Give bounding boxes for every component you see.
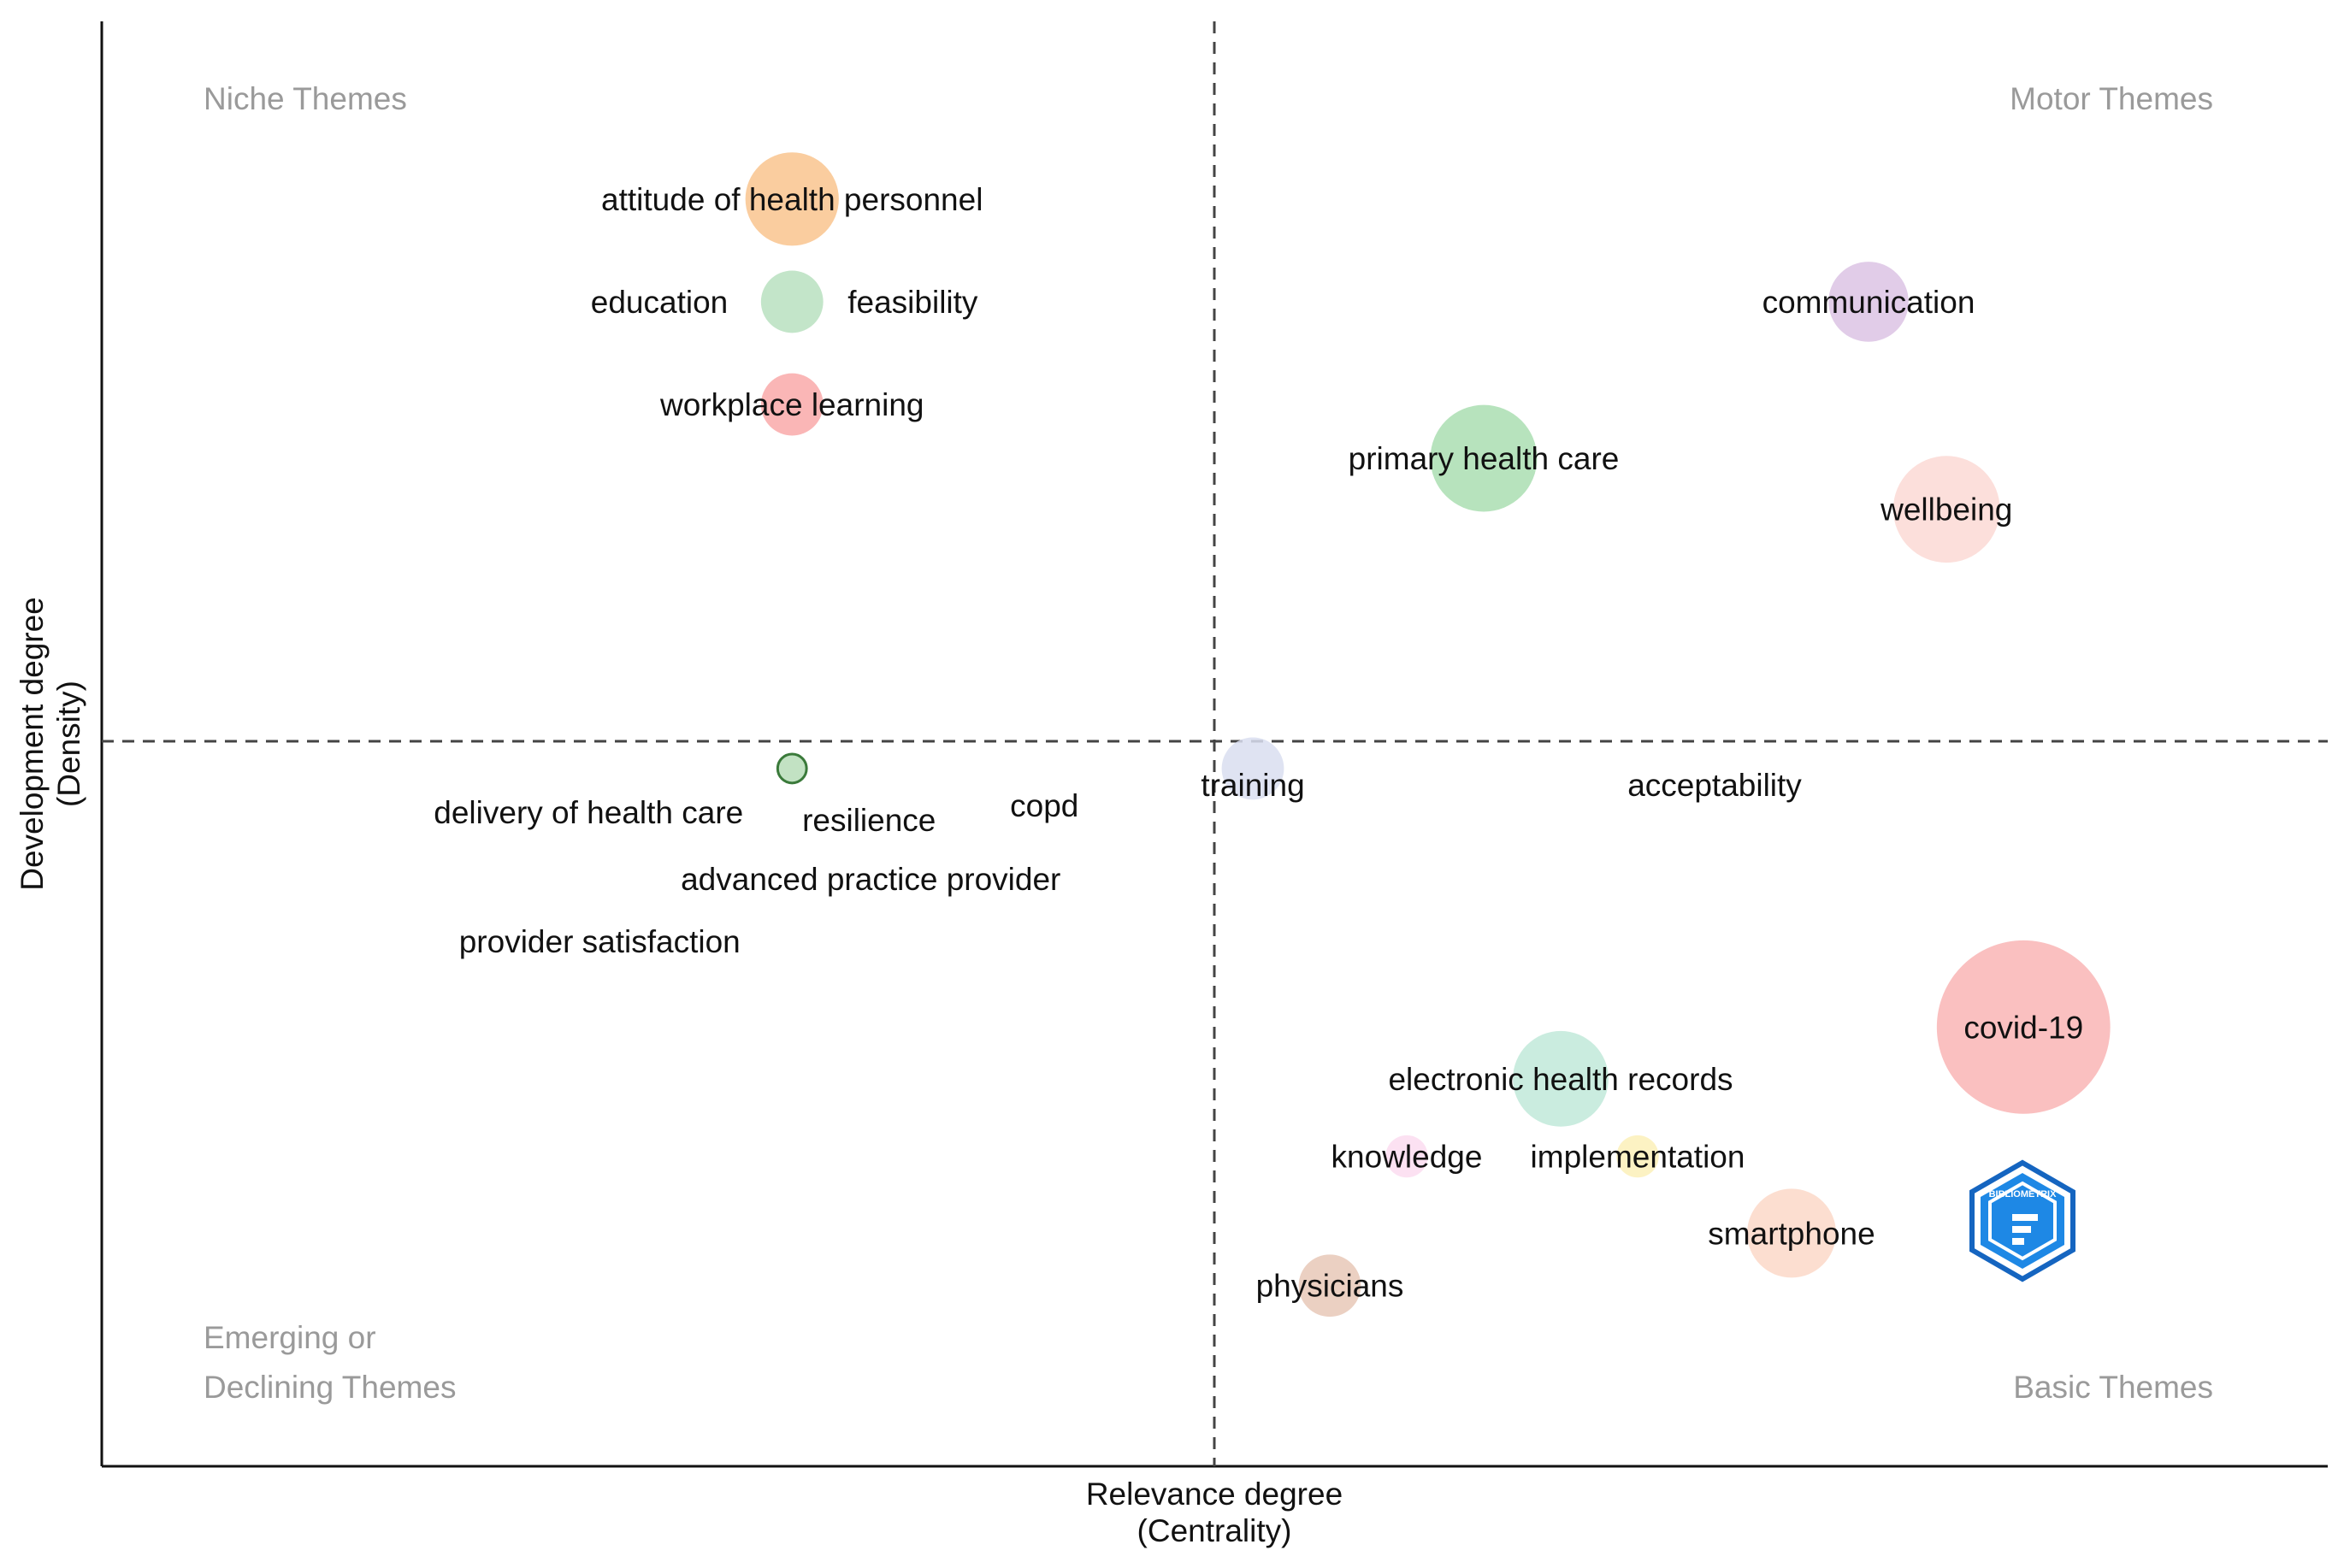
theme-bubbles <box>745 152 2111 1317</box>
theme-label: training <box>1201 768 1304 803</box>
theme-label: wellbeing <box>1880 492 2012 528</box>
theme-label: electronic health records <box>1388 1062 1733 1097</box>
theme-bubble <box>1221 737 1284 800</box>
x-axis-title-line2: (Centrality) <box>1137 1513 1292 1548</box>
quadrant-label-niche: Niche Themes <box>204 81 407 116</box>
theme-label: attitude of health personnel <box>601 182 983 217</box>
theme-label: resilience <box>802 803 936 838</box>
theme-label: primary health care <box>1349 441 1620 476</box>
theme-bubble <box>760 270 824 333</box>
theme-bubble <box>745 152 839 246</box>
y-axis-title-line2: (Density) <box>51 681 86 807</box>
theme-label: smartphone <box>1708 1216 1875 1251</box>
theme-bubble <box>1747 1188 1836 1278</box>
x-axis-title-line1: Relevance degree <box>1086 1477 1343 1512</box>
theme-bubble <box>1430 404 1538 512</box>
theme-labels: attitude of health personnel education fea… <box>434 182 2083 1304</box>
theme-bubble <box>1936 940 2111 1114</box>
theme-bubble <box>776 752 808 785</box>
theme-bubble <box>1513 1030 1609 1127</box>
theme-label: delivery of health care <box>434 795 743 830</box>
theme-label: communication <box>1762 285 1975 320</box>
theme-label: feasibility <box>847 285 978 320</box>
bibliometrix-logo: BIBLIOMETRIX <box>1969 1159 2075 1282</box>
quadrant-label-emerging-line1: Emerging or <box>204 1320 376 1355</box>
theme-label: provider satisfaction <box>459 924 741 959</box>
theme-bubble <box>1616 1135 1659 1178</box>
theme-bubble <box>1828 262 1909 342</box>
theme-label: physicians <box>1256 1269 1404 1304</box>
theme-bubble <box>760 373 824 436</box>
bibliometrix-logo-text: BIBLIOMETRIX <box>1989 1189 2057 1200</box>
theme-label: acceptability <box>1627 768 1802 803</box>
theme-bubble <box>1385 1135 1428 1178</box>
quadrant-label-motor: Motor Themes <box>2010 81 2213 116</box>
theme-label: knowledge <box>1331 1140 1483 1175</box>
theme-label: copd <box>1010 788 1078 823</box>
theme-label: education <box>591 285 728 320</box>
quadrant-label-emerging-line2: Declining Themes <box>204 1370 456 1405</box>
theme-label: implementation <box>1531 1140 1745 1175</box>
quadrant-label-basic: Basic Themes <box>2013 1370 2213 1405</box>
theme-label: covid-19 <box>1963 1010 2083 1045</box>
y-axis-title-line1: Development degree <box>15 597 50 891</box>
theme-bubble <box>1892 456 2000 563</box>
theme-label: advanced practice provider <box>681 862 1060 897</box>
theme-label: workplace learning <box>659 387 924 422</box>
theme-bubble <box>1298 1254 1361 1317</box>
